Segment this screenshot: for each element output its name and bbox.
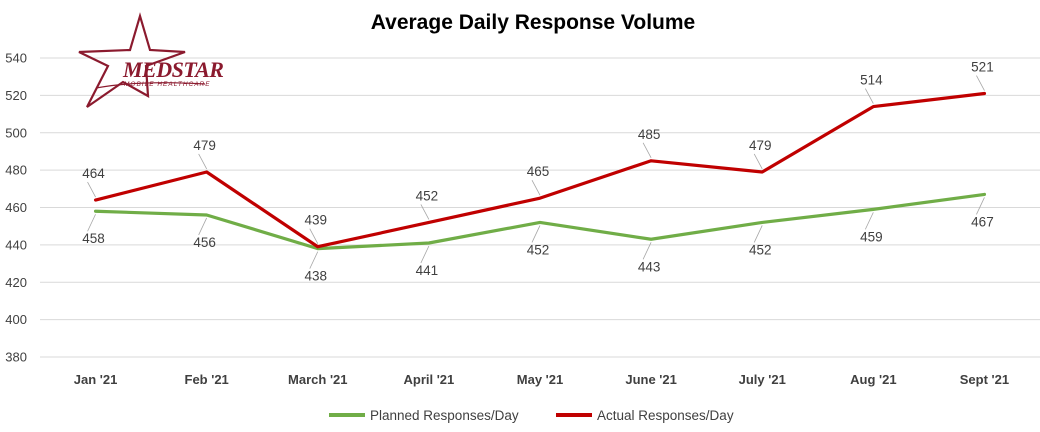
x-tick-label: Aug '21 [850,372,896,387]
x-tick-label: July '21 [739,372,786,387]
planned-series-line [93,192,987,251]
data-labels: 458 456 438 441 452 443 452 459 467 464 479 439 452 4… [82,60,993,284]
medstar-logo: MEDSTAR MOBILE HEALTHCARE [78,12,224,108]
actual-leader-line [864,88,874,104]
y-tick-label: 460 [5,200,27,215]
x-axis-ticks: Jan '21 Feb '21 March '21 April '21 May '21 J… [74,372,1009,387]
planned-data-label: 452 [527,242,550,257]
logo-wordmark: MEDSTAR [122,57,223,82]
x-tick-label: June '21 [625,372,677,387]
x-tick-label: Jan '21 [74,372,118,387]
y-tick-label: 500 [5,125,27,140]
y-tick-label: 400 [5,312,27,327]
actual-leader-line [531,179,541,196]
planned-data-label: 456 [193,235,216,250]
planned-data-label: 467 [971,214,994,229]
series-lines [93,91,987,251]
actual-leader-line [753,153,763,170]
planned-data-label: 458 [82,231,105,246]
legend: Planned Responses/Day Actual Responses/D… [329,408,734,423]
planned-leader-line [642,242,652,260]
planned-leader-line [309,251,319,269]
actual-data-label: 479 [749,138,772,153]
x-tick-label: Feb '21 [185,372,229,387]
planned-leader-line [198,217,208,236]
y-tick-label: 520 [5,88,27,103]
actual-series-line [93,91,987,249]
actual-data-label: 521 [971,60,994,75]
actual-data-label: 464 [82,166,105,181]
actual-leader-line [87,181,96,198]
chart-title: Average Daily Response Volume [371,11,695,34]
actual-leader-line [420,204,430,220]
y-tick-label: 480 [5,163,27,178]
logo-subtext: MOBILE HEALTHCARE [124,81,211,88]
x-tick-label: May '21 [517,372,563,387]
logo-swoosh-icon [95,82,206,89]
planned-data-label: 438 [305,269,328,284]
actual-data-label: 452 [416,188,439,203]
y-tick-label: 420 [5,275,27,290]
x-tick-label: March '21 [288,372,347,387]
y-tick-label: 380 [5,350,27,365]
planned-leader-line [531,225,541,243]
x-tick-label: April '21 [403,372,454,387]
logo-star-icon [78,12,186,108]
x-tick-label: Sept '21 [960,372,1009,387]
gridlines [40,57,1040,358]
planned-leader-line [864,212,874,230]
actual-data-label: 514 [860,73,883,88]
legend-label-planned: Planned Responses/Day [370,408,519,423]
planned-leader-line [976,197,985,215]
y-tick-label: 540 [5,51,27,66]
legend-label-actual: Actual Responses/Day [597,408,734,423]
planned-data-label: 443 [638,259,661,274]
actual-data-label: 479 [193,138,216,153]
planned-leader-line [87,214,96,232]
planned-leader-line [753,225,763,243]
planned-data-label: 452 [749,242,772,257]
planned-data-label: 459 [860,229,883,244]
planned-leader-line [420,245,430,264]
actual-leader-line [309,228,319,244]
y-axis-ticks: 380 400 420 440 460 480 500 520 540 [5,51,27,365]
actual-leader-line [976,75,985,91]
actual-data-label: 485 [638,127,661,142]
planned-data-label: 441 [416,263,439,278]
actual-data-label: 465 [527,164,550,179]
actual-leader-line [642,142,652,158]
actual-leader-line [198,153,208,170]
actual-data-label: 439 [305,213,328,228]
y-tick-label: 440 [5,237,27,252]
